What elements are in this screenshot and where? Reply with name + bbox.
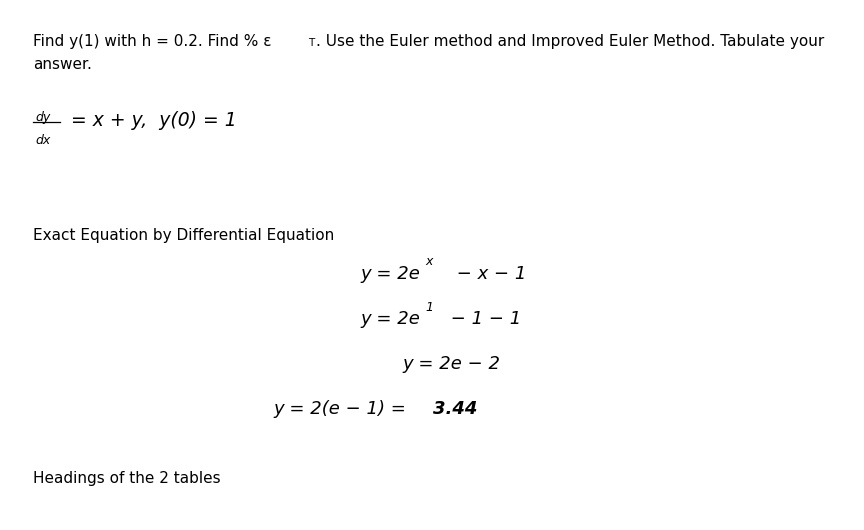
Text: y = 2(e − 1) =: y = 2(e − 1) = bbox=[274, 400, 412, 418]
Text: answer.: answer. bbox=[33, 57, 92, 72]
Text: Find y(1) with h = 0.2. Find % ε: Find y(1) with h = 0.2. Find % ε bbox=[33, 34, 271, 49]
Text: Headings of the 2 tables: Headings of the 2 tables bbox=[33, 471, 220, 485]
Text: dy: dy bbox=[35, 111, 51, 125]
Text: 1: 1 bbox=[425, 301, 433, 314]
Text: y = 2e − 2: y = 2e − 2 bbox=[402, 355, 500, 373]
Text: x: x bbox=[425, 255, 433, 269]
Text: Exact Equation by Differential Equation: Exact Equation by Differential Equation bbox=[33, 228, 334, 243]
Text: T: T bbox=[308, 38, 314, 48]
Text: 3.44: 3.44 bbox=[433, 400, 477, 418]
Text: − 1 − 1: − 1 − 1 bbox=[445, 310, 521, 328]
Text: y = 2e: y = 2e bbox=[361, 265, 421, 283]
Text: − x − 1: − x − 1 bbox=[451, 265, 526, 283]
Text: y = 2e: y = 2e bbox=[361, 310, 421, 328]
Text: . Use the Euler method and Improved Euler Method. Tabulate your: . Use the Euler method and Improved Eule… bbox=[316, 34, 824, 49]
Text: dx: dx bbox=[35, 134, 51, 147]
Text: = x + y,  y(0) = 1: = x + y, y(0) = 1 bbox=[71, 111, 237, 130]
